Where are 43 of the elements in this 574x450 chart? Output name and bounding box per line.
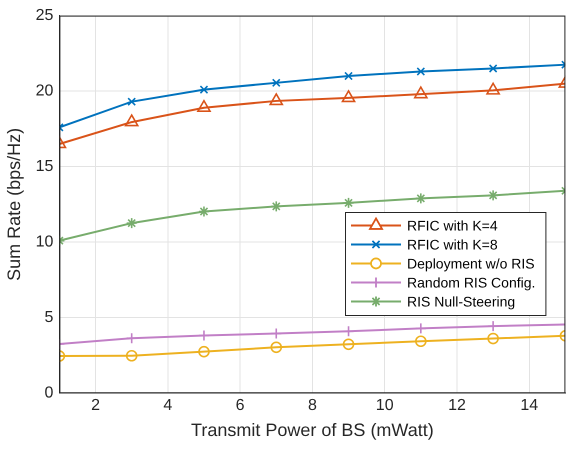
point xyxy=(126,332,138,344)
point xyxy=(342,197,354,209)
x-tick-label: 14 xyxy=(520,397,538,414)
point xyxy=(415,192,427,204)
point xyxy=(344,72,353,80)
point xyxy=(488,64,498,73)
point xyxy=(198,346,210,358)
y-tick-label: 5 xyxy=(44,309,54,326)
x-tick-label: 12 xyxy=(448,397,466,414)
y-tick-label: 25 xyxy=(36,7,54,24)
x-tick-label: 8 xyxy=(308,397,317,414)
legend-label: Random RIS Config. xyxy=(407,274,536,290)
point xyxy=(198,206,210,218)
y-tick-label: 15 xyxy=(36,158,54,176)
point xyxy=(487,332,499,344)
y-tick-label: 0 xyxy=(44,384,54,402)
y-axis-title: Sum Rate (bps/Hz) xyxy=(4,128,24,281)
legend-label: RFIC with K=8 xyxy=(407,236,498,252)
point xyxy=(342,338,354,350)
point xyxy=(342,325,354,338)
y-tick-label: 10 xyxy=(36,234,54,251)
point xyxy=(487,190,499,202)
point xyxy=(415,322,427,334)
point xyxy=(270,341,282,354)
x-tick-label: 10 xyxy=(376,397,394,414)
point xyxy=(200,85,208,94)
point xyxy=(272,78,281,88)
x-axis-title: Transmit Power of BS (mWatt) xyxy=(191,420,434,440)
y-tick-label: 20 xyxy=(36,82,54,100)
legend-label: RIS Null-Steering xyxy=(407,293,516,310)
point xyxy=(416,67,426,76)
point xyxy=(127,97,136,106)
point xyxy=(198,330,210,342)
x-tick-label: 2 xyxy=(91,397,100,414)
point xyxy=(270,200,282,212)
point xyxy=(126,217,138,229)
legend-label: Deployment w/o RIS xyxy=(407,255,535,272)
point xyxy=(126,350,138,362)
x-tick-label: 4 xyxy=(163,397,172,414)
x-tick-label: 6 xyxy=(236,397,245,414)
point xyxy=(415,335,427,348)
point xyxy=(270,328,282,340)
legend-label: RFIC with K=4 xyxy=(407,217,498,234)
